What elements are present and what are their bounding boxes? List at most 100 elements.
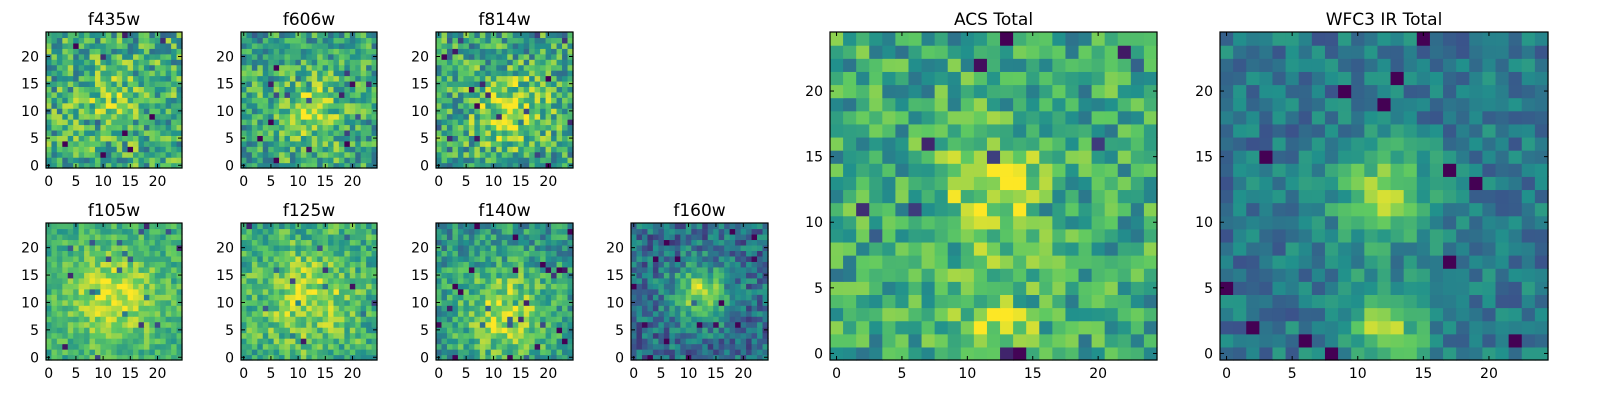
heatmap-cell xyxy=(696,294,703,301)
heatmap-cell xyxy=(289,277,296,284)
heatmap-cell xyxy=(652,338,659,345)
heatmap-cell xyxy=(441,42,448,49)
heatmap-cell xyxy=(512,316,519,323)
heatmap-cell xyxy=(496,266,503,273)
heatmap-cell xyxy=(1130,281,1145,295)
heatmap-cell xyxy=(485,135,492,142)
heatmap-cell xyxy=(908,228,923,243)
heatmap-cell xyxy=(869,163,883,177)
heatmap-cell xyxy=(740,266,747,273)
heatmap-cell xyxy=(534,151,541,158)
heatmap-cell xyxy=(73,299,80,306)
heatmap-cell xyxy=(149,91,156,98)
heatmap-cell xyxy=(518,53,525,60)
heatmap-cell xyxy=(306,233,313,241)
heatmap-cell xyxy=(268,299,275,306)
heatmap-cell xyxy=(116,140,123,147)
heatmap-cell xyxy=(328,119,335,126)
heatmap-cell xyxy=(729,299,736,306)
heatmap-cell xyxy=(512,283,519,290)
heatmap-cell xyxy=(111,32,118,39)
heatmap-cell xyxy=(551,223,558,230)
heatmap-cell xyxy=(934,320,949,335)
heatmap-cell xyxy=(830,255,844,269)
heatmap-cell xyxy=(501,294,508,301)
heatmap-cell xyxy=(485,244,492,251)
heatmap-cell xyxy=(257,272,264,279)
heatmap-cell xyxy=(333,129,340,136)
heatmap-cell xyxy=(507,157,514,164)
heatmap-cell xyxy=(127,277,134,284)
heatmap-cell xyxy=(479,223,486,230)
heatmap-cell xyxy=(1117,189,1132,204)
heatmap-cell xyxy=(685,233,692,241)
heatmap-cell xyxy=(934,241,949,256)
heatmap-cell xyxy=(100,64,107,71)
heatmap-cell xyxy=(371,255,378,262)
heatmap-cell xyxy=(908,333,923,348)
heatmap-cell xyxy=(551,97,558,104)
heatmap-cell xyxy=(311,37,318,44)
heatmap-cell xyxy=(947,228,962,243)
heatmap-cell xyxy=(56,91,63,98)
heatmap-cell xyxy=(133,283,140,290)
heatmap-cell xyxy=(735,354,742,361)
heatmap-cell xyxy=(338,266,345,273)
heatmap-cell xyxy=(468,255,475,262)
heatmap-cell xyxy=(89,32,96,39)
heatmap-cell xyxy=(371,349,378,356)
heatmap-cell xyxy=(322,42,329,49)
heatmap-cell xyxy=(523,250,530,257)
heatmap-cell xyxy=(94,135,101,142)
heatmap-cell xyxy=(62,354,69,361)
heatmap-cell xyxy=(355,343,362,350)
heatmap-cell xyxy=(262,332,269,339)
heatmap-cell xyxy=(501,59,508,66)
heatmap-cell xyxy=(366,135,373,142)
heatmap-cell xyxy=(501,42,508,49)
heatmap-cell xyxy=(317,294,324,301)
heatmap-cell xyxy=(67,129,74,136)
heatmap-cell xyxy=(446,305,454,312)
heatmap-cell xyxy=(46,124,53,131)
heatmap-cell xyxy=(171,332,178,339)
heatmap-cell xyxy=(56,250,63,257)
heatmap-cell xyxy=(257,151,264,158)
heatmap-cell xyxy=(523,233,530,241)
heatmap-cell xyxy=(545,151,552,158)
heatmap-cell xyxy=(512,244,519,251)
heatmap-cell xyxy=(116,124,123,131)
heatmap-cell xyxy=(1065,189,1080,204)
heatmap-cell xyxy=(474,157,481,164)
heatmap-cell xyxy=(149,272,156,279)
heatmap-cell xyxy=(490,70,497,77)
heatmap-cell xyxy=(105,338,112,345)
heatmap-cell xyxy=(257,113,264,120)
heatmap-cell xyxy=(268,70,275,77)
heatmap-cell xyxy=(160,233,167,241)
heatmap-cell xyxy=(567,321,574,328)
heatmap-cell xyxy=(446,151,454,158)
heatmap-cell xyxy=(105,223,112,230)
heatmap-cell xyxy=(685,338,692,345)
heatmap-cell xyxy=(105,233,112,241)
heatmap-cell xyxy=(51,108,58,115)
heatmap-cell xyxy=(143,80,150,87)
heatmap-cell xyxy=(895,307,910,322)
heatmap-cell xyxy=(729,239,736,246)
heatmap-cell xyxy=(636,250,643,257)
heatmap-cell xyxy=(740,283,747,290)
heatmap-cell xyxy=(62,316,69,323)
heatmap-cell xyxy=(869,294,883,309)
heatmap-cell xyxy=(751,299,758,306)
heatmap-cell xyxy=(523,310,530,317)
heatmap-cell xyxy=(691,299,698,306)
heatmap-cell xyxy=(46,283,53,290)
heatmap-cell xyxy=(78,53,85,60)
heatmap-cell xyxy=(529,32,536,39)
heatmap-cell xyxy=(154,97,161,104)
heatmap-cell xyxy=(680,299,687,306)
heatmap-cell xyxy=(702,338,709,345)
heatmap-cell xyxy=(490,310,497,317)
heatmap-cell xyxy=(78,283,85,290)
